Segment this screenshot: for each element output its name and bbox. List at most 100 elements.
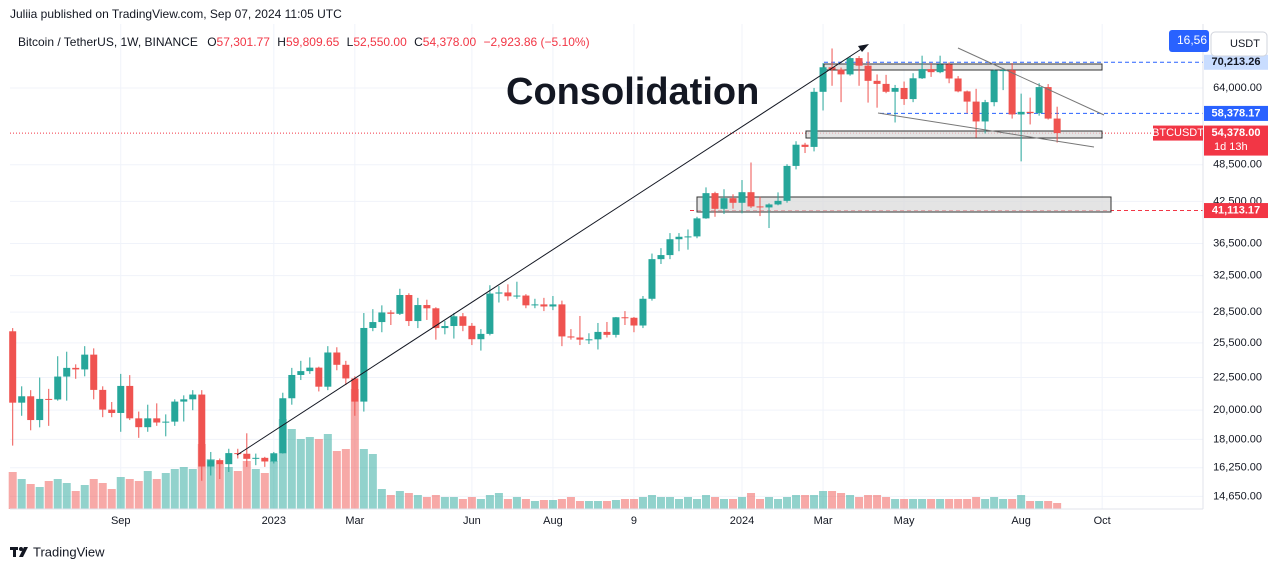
candle-body	[765, 204, 773, 208]
volume-bar	[98, 483, 107, 509]
candle-body	[198, 394, 206, 467]
ohlc-key: C	[414, 35, 423, 49]
price-tag-bg	[1204, 203, 1268, 219]
ohlc-value: 52,550.00	[353, 35, 407, 49]
candle-body	[27, 396, 35, 421]
currency-box[interactable]	[1210, 31, 1268, 57]
volume-bar	[368, 454, 377, 509]
volume-bar	[819, 491, 828, 509]
candle-body	[666, 239, 674, 256]
volume-bar	[260, 473, 269, 509]
candle-body	[9, 331, 17, 403]
volume-bar	[638, 497, 647, 509]
volume-bar	[765, 497, 774, 509]
symbol-tag-bg	[1153, 125, 1203, 141]
ohlc-key: H	[277, 35, 286, 49]
volume-bar	[395, 491, 404, 509]
volume-bar	[386, 495, 395, 509]
volume-bar	[692, 499, 701, 509]
candle-body	[243, 453, 251, 459]
candle-body	[315, 367, 323, 387]
volume-bar	[215, 464, 224, 509]
candle-body	[540, 304, 548, 307]
volume-bar	[674, 499, 683, 509]
volume-bar	[756, 499, 765, 509]
volume-bar	[909, 499, 918, 509]
y-tick-label: 22,500.00	[1213, 371, 1262, 383]
candle-body	[351, 378, 359, 402]
volume-bar	[548, 500, 557, 509]
candle-body	[468, 325, 476, 340]
volume-bar	[179, 467, 188, 509]
volume-bar	[747, 493, 756, 509]
volume-bar	[972, 497, 981, 509]
candle-body	[603, 331, 611, 335]
channel-line	[877, 112, 1095, 148]
volume-bar	[89, 479, 98, 509]
volume-bar	[476, 499, 485, 509]
candle-body	[873, 80, 881, 84]
arrow-head	[858, 44, 869, 52]
volume-bar	[1008, 499, 1017, 509]
volume-bar	[1026, 501, 1035, 509]
y-tick-label: 20,000.00	[1213, 404, 1262, 416]
candle-body	[153, 418, 161, 423]
candle-body	[972, 101, 980, 122]
volume-bar	[503, 499, 512, 509]
x-tick-label: 9	[631, 515, 637, 527]
publisher: Juliia published on TradingView.com, Sep…	[10, 7, 342, 21]
candle-body	[945, 64, 953, 79]
volume-bar	[701, 495, 710, 509]
volume-bar	[44, 481, 53, 509]
volume-bar	[710, 497, 719, 509]
trend-drawings: Consolidation	[236, 44, 1105, 456]
candle-body	[729, 198, 737, 203]
candle-body	[216, 460, 224, 465]
volume-bar	[161, 473, 170, 509]
candle-body	[117, 385, 125, 413]
volume-bar	[918, 499, 927, 509]
candle-body	[81, 354, 89, 370]
logo-part	[13, 547, 16, 557]
volume-bar	[296, 439, 305, 509]
candle-body	[576, 337, 584, 340]
candle-body	[756, 206, 764, 208]
candle-body	[801, 144, 809, 147]
candle-body	[909, 78, 917, 100]
volume-bar	[188, 469, 197, 509]
volume-bar	[431, 495, 440, 509]
candle-body	[657, 255, 665, 260]
ohlc-value: 57,301.77	[216, 35, 270, 49]
volume-bar	[927, 499, 936, 509]
currency[interactable]: USDT	[1230, 38, 1260, 50]
volume-bar	[206, 459, 215, 509]
candle-body	[108, 409, 116, 413]
candle-body	[819, 67, 827, 92]
candle-body	[333, 352, 341, 365]
volume-bar	[287, 429, 296, 509]
volume-bar	[512, 497, 521, 509]
volume-bar	[855, 497, 864, 509]
volume-bar	[864, 495, 873, 509]
volume-bar	[278, 419, 287, 509]
price-tag-bg	[1204, 125, 1268, 156]
candle-body	[90, 354, 98, 390]
volume-bar	[251, 469, 260, 509]
volume-bar	[359, 449, 368, 509]
y-tick-label: 36,500.00	[1213, 237, 1262, 249]
candle-body	[675, 236, 683, 240]
candle-body	[738, 192, 746, 203]
candle-body	[648, 259, 656, 299]
candle-body	[486, 293, 494, 334]
volume-bar	[647, 495, 656, 509]
candle-body	[522, 295, 530, 306]
candle-body	[711, 193, 719, 209]
volume-bar	[719, 499, 728, 509]
volume-bar	[350, 389, 359, 509]
volume-bar	[80, 485, 89, 509]
volume-bar	[945, 499, 954, 509]
candle-body	[990, 70, 998, 103]
volume-bar	[1053, 503, 1062, 509]
candle-body	[621, 317, 629, 319]
